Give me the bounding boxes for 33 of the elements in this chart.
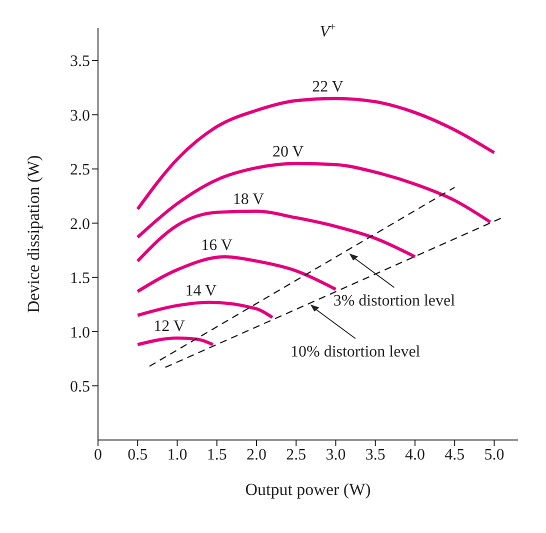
x-tick-label: 0 <box>94 446 102 464</box>
y-tick-label: 3.5 <box>70 53 90 70</box>
y-tick-label: 3.0 <box>70 107 90 124</box>
series-label: 14 V <box>185 282 218 300</box>
x-tick-label: 4.0 <box>404 446 425 464</box>
line-series <box>136 96 496 211</box>
line-series <box>136 210 417 263</box>
series-label: 12 V <box>154 318 186 336</box>
annotation: 3% distortion level <box>333 292 456 310</box>
x-tick-label: 3.5 <box>365 446 386 464</box>
x-tick-label: 3.0 <box>326 446 346 464</box>
x-tick-label: 1.0 <box>167 446 188 464</box>
y-tick-label: 2.5 <box>70 162 90 179</box>
x-tick-label: 0.5 <box>128 446 148 464</box>
x-axis-title: Output power (W) <box>245 480 371 499</box>
annotation: 10% distortion level <box>290 343 421 360</box>
x-tick-label: 5.0 <box>484 446 504 464</box>
line-series <box>136 162 492 239</box>
y-tick-label: 2.0 <box>70 216 90 233</box>
series-label: 20 V <box>272 144 304 161</box>
y-axis-title: Device dissipation (W) <box>24 155 44 313</box>
x-tick-label: 2.5 <box>286 446 306 464</box>
line-series <box>136 300 274 320</box>
x-tick-label: 1.5 <box>206 446 227 464</box>
legend-title: V$^{+}$ <box>320 21 336 40</box>
y-tick-label: 1.0 <box>70 324 90 342</box>
series-label: 16 V <box>201 236 233 254</box>
x-tick-label: 2.0 <box>246 446 266 464</box>
series-label: 22 V <box>312 78 344 96</box>
series-label: 18 V <box>232 191 265 208</box>
y-tick-label: 1.5 <box>70 270 90 288</box>
y-tick-label: 0.5 <box>70 378 90 396</box>
x-tick-label: 4.5 <box>444 446 465 464</box>
